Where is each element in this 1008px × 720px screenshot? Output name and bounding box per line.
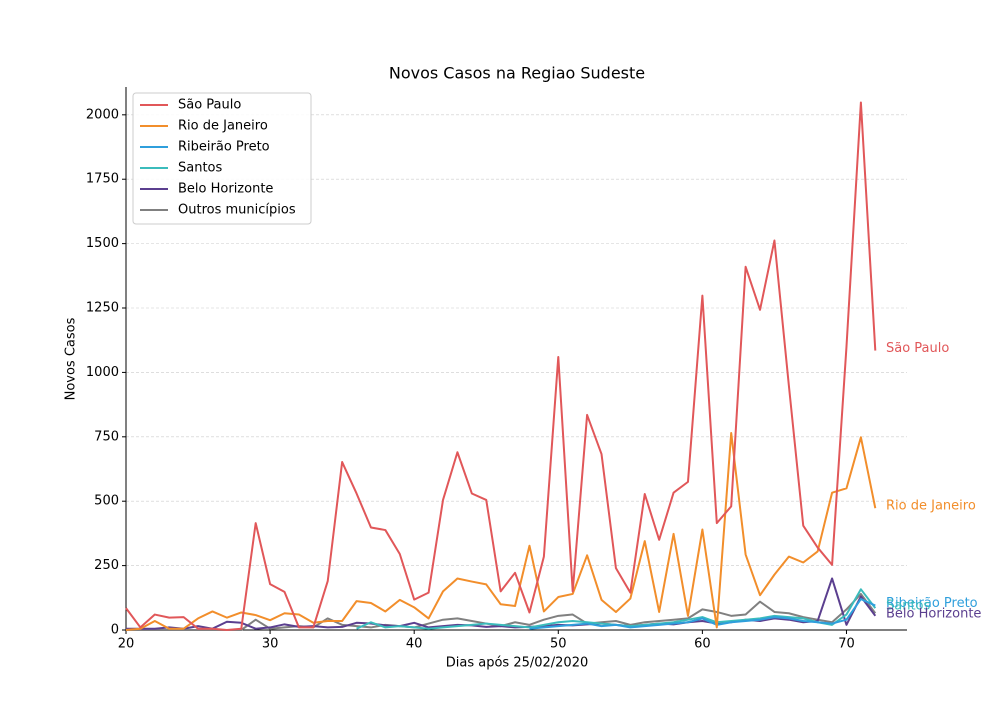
line-series: [125, 101, 877, 631]
x-tick-label: 30: [262, 637, 279, 652]
x-tick-label: 70: [838, 637, 855, 652]
legend: São Paulo Rio de Janeiro Ribeirão Preto San…: [132, 92, 312, 225]
legend-label: Santos: [178, 161, 223, 176]
y-tick-label: 0: [111, 623, 119, 638]
y-tick-label: 1750: [86, 172, 119, 187]
x-tick-label: 60: [694, 637, 711, 652]
legend-box: [132, 92, 312, 225]
x-tick-label: 40: [406, 637, 423, 652]
y-tick-label: 1000: [86, 365, 119, 380]
end-label: Belo Horizonte: [886, 606, 981, 621]
x-axis-label: Dias após 25/02/2020: [446, 656, 589, 671]
end-label: São Paulo: [886, 341, 949, 356]
legend-label: Ribeirão Preto: [178, 140, 270, 155]
y-tick-label: 1500: [86, 236, 119, 251]
legend-label: São Paulo: [178, 98, 241, 113]
chart-title: Novos Casos na Regiao Sudeste: [389, 64, 645, 83]
line-series: [125, 431, 877, 631]
line-series: [529, 598, 876, 630]
y-axis-label: Novos Casos: [64, 317, 79, 400]
end-label: Rio de Janeiro: [886, 499, 976, 514]
y-tick-label: 500: [94, 494, 119, 509]
y-tick-label: 750: [94, 429, 119, 444]
end-label: Santos: [886, 599, 931, 614]
end-label: Ribeirão Preto: [886, 596, 978, 611]
y-tick-label: 1250: [86, 301, 119, 316]
y-tick-label: 2000: [86, 107, 119, 122]
legend-label: Rio de Janeiro: [178, 119, 268, 134]
x-tick-label: 50: [550, 637, 567, 652]
legend-label: Belo Horizonte: [178, 182, 273, 197]
legend-label: Outros municípios: [178, 203, 296, 218]
x-tick-label: 20: [118, 637, 135, 652]
y-tick-label: 250: [94, 558, 119, 573]
